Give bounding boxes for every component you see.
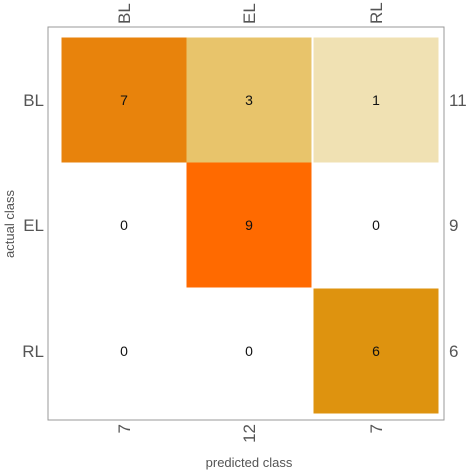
cells-layer — [61, 37, 439, 414]
x-tick-label: BL — [115, 3, 134, 24]
cell-rl-el — [186, 288, 312, 414]
cell-label: 0 — [120, 217, 128, 233]
x-axis-label: predicted class — [206, 455, 293, 470]
ticks-layer: BL EL RL 11 9 6 BL EL RL 7 12 7 — [22, 2, 466, 443]
y-tick-label: BL — [23, 91, 44, 110]
row-total-label: 9 — [449, 216, 458, 235]
cell-label: 0 — [120, 343, 128, 359]
cell-label: 6 — [372, 343, 380, 359]
cell-bl-el — [186, 37, 312, 163]
labels-layer: 7 3 1 0 9 0 0 0 6 — [120, 92, 380, 359]
y-tick-label: EL — [23, 216, 44, 235]
column-total-label: 12 — [240, 424, 259, 443]
cell-el-el — [186, 162, 312, 288]
row-total-label: 6 — [449, 342, 458, 361]
cell-label: 0 — [372, 217, 380, 233]
cell-el-rl — [313, 162, 439, 288]
cell-bl-rl — [313, 37, 439, 163]
cell-label: 1 — [372, 92, 380, 108]
x-tick-label: RL — [367, 2, 386, 24]
cell-rl-bl — [61, 288, 187, 414]
column-total-label: 7 — [115, 424, 134, 433]
cell-bl-bl — [61, 37, 187, 163]
cell-rl-rl — [313, 288, 439, 414]
x-tick-label: EL — [240, 3, 259, 24]
y-axis-label: actual class — [2, 190, 17, 258]
cell-label: 7 — [120, 92, 128, 108]
y-tick-label: RL — [22, 342, 44, 361]
cell-label: 0 — [245, 343, 253, 359]
plot-frame — [47, 26, 445, 421]
cell-label: 3 — [245, 92, 253, 108]
row-total-label: 11 — [449, 91, 467, 110]
cell-label: 9 — [245, 217, 253, 233]
cell-el-bl — [61, 162, 187, 288]
column-total-label: 7 — [367, 424, 386, 433]
